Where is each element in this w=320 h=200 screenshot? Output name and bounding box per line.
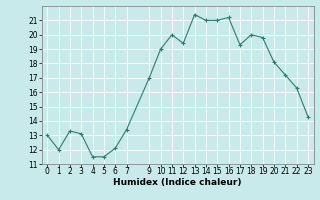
X-axis label: Humidex (Indice chaleur): Humidex (Indice chaleur) (113, 178, 242, 187)
